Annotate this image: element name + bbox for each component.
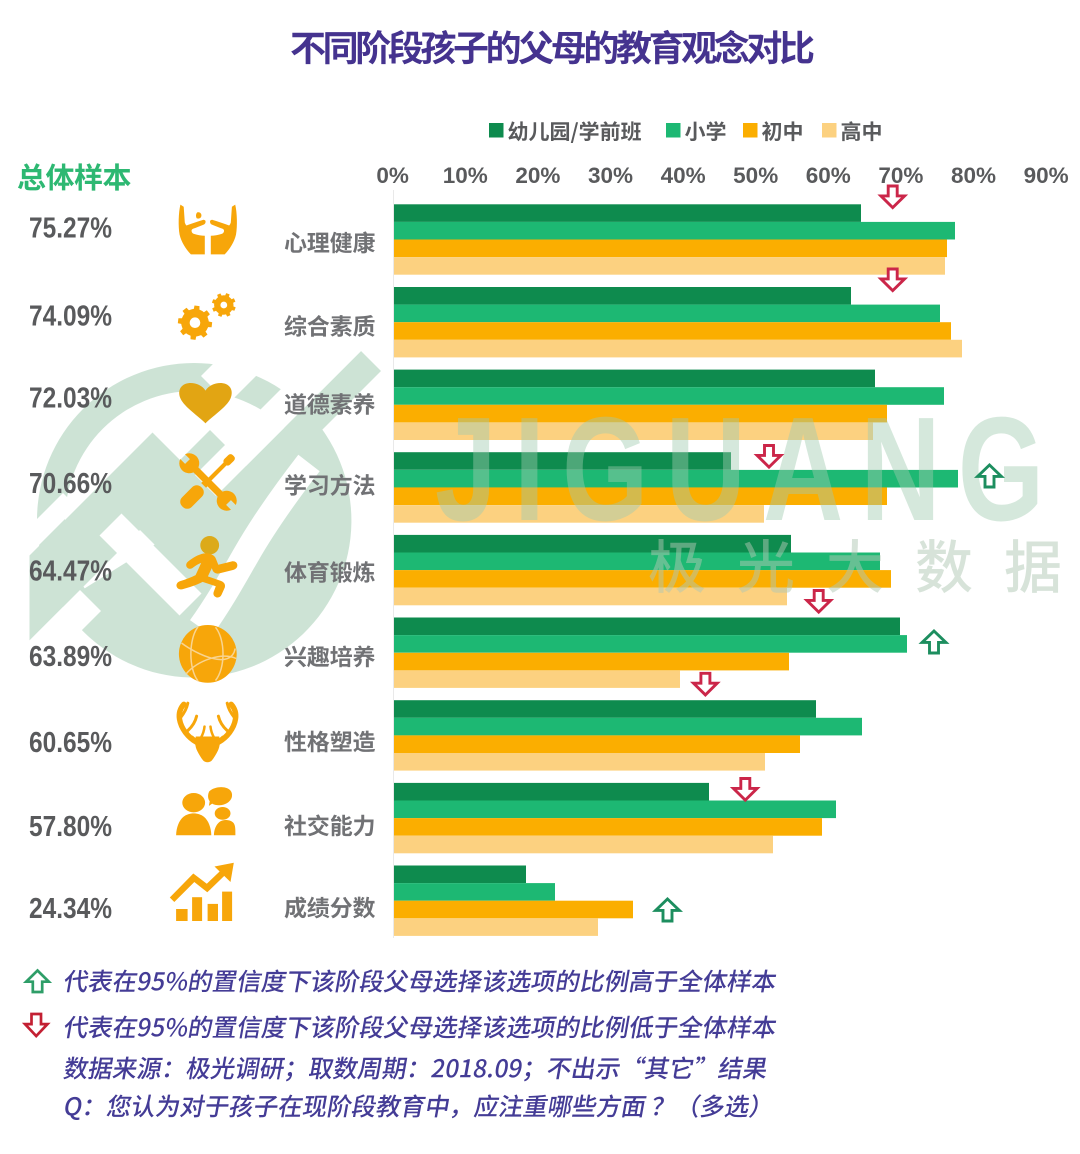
svg-text:74.09%: 74.09% — [29, 301, 112, 333]
svg-text:64.47%: 64.47% — [29, 556, 112, 588]
svg-text:50%: 50% — [733, 163, 778, 188]
svg-text:63.89%: 63.89% — [29, 641, 112, 673]
svg-text:0%: 0% — [376, 163, 409, 188]
svg-text:57.80%: 57.80% — [29, 811, 112, 843]
svg-text:90%: 90% — [1024, 163, 1069, 188]
svg-text:60%: 60% — [806, 163, 851, 188]
svg-text:72.03%: 72.03% — [29, 383, 112, 415]
svg-text:30%: 30% — [588, 163, 633, 188]
svg-text:24.34%: 24.34% — [29, 893, 112, 925]
svg-text:40%: 40% — [661, 163, 706, 188]
svg-text:20%: 20% — [515, 163, 560, 188]
svg-text:60.65%: 60.65% — [29, 727, 112, 759]
svg-text:70%: 70% — [878, 163, 923, 188]
svg-text:75.27%: 75.27% — [29, 213, 112, 245]
svg-text:10%: 10% — [443, 163, 488, 188]
svg-text:JIGUANG: JIGUANG — [435, 386, 1061, 551]
svg-text:80%: 80% — [951, 163, 996, 188]
svg-text:70.66%: 70.66% — [29, 468, 112, 500]
